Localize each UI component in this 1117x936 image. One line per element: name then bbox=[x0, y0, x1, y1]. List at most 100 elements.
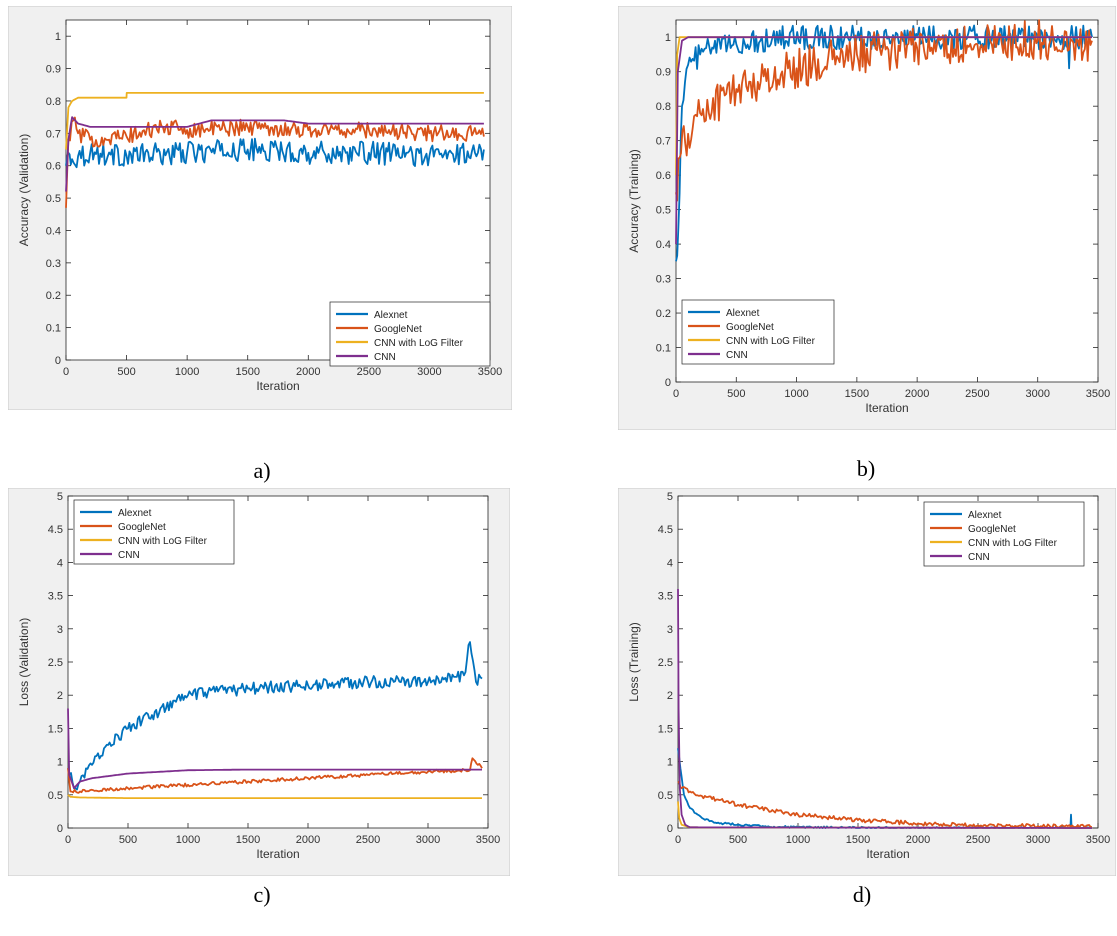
legend-label: Alexnet bbox=[374, 310, 408, 321]
caption-c: c) bbox=[253, 882, 271, 907]
y-tick-label: 0.7 bbox=[46, 128, 61, 140]
legend-label: CNN with LoG Filter bbox=[118, 536, 208, 547]
x-tick-label: 2000 bbox=[296, 834, 320, 846]
y-tick-label: 1.5 bbox=[48, 723, 63, 735]
y-tick-label: 1.5 bbox=[658, 723, 673, 735]
y-axis-label: Loss (Validation) bbox=[17, 618, 31, 707]
y-tick-label: 2.5 bbox=[658, 657, 673, 669]
legend-label: CNN with LoG Filter bbox=[726, 336, 816, 347]
y-tick-label: 0.4 bbox=[656, 239, 671, 251]
x-tick-label: 0 bbox=[63, 366, 69, 378]
x-tick-label: 1000 bbox=[176, 834, 200, 846]
x-tick-label: 2000 bbox=[296, 366, 320, 378]
series-line-googlenet bbox=[677, 780, 1093, 829]
x-tick-label: 0 bbox=[675, 834, 681, 846]
x-tick-label: 3500 bbox=[1086, 834, 1110, 846]
y-tick-label: 0.6 bbox=[46, 161, 61, 173]
x-tick-label: 2500 bbox=[356, 834, 380, 846]
panel-c: 0 0.5 1 1.5 2 2.5 3 3.5 4 4.5 5 0 500 1000 1500 2000 250… bbox=[8, 488, 510, 876]
legend-label: CNN bbox=[118, 550, 140, 561]
x-tick-label: 1000 bbox=[175, 366, 199, 378]
y-tick-label: 0.2 bbox=[656, 308, 671, 320]
y-tick-label: 4.5 bbox=[48, 524, 63, 536]
caption-d: d) bbox=[852, 882, 872, 907]
x-tick-label: 3500 bbox=[478, 366, 502, 378]
x-axis-label: Iteration bbox=[256, 847, 299, 861]
y-tick-label: 1 bbox=[57, 757, 63, 769]
y-tick-label: 0.6 bbox=[656, 170, 671, 182]
x-tick-label: 3500 bbox=[476, 834, 500, 846]
y-tick-label: 0.7 bbox=[656, 136, 671, 148]
y-tick-label: 0 bbox=[57, 823, 63, 835]
x-tick-label: 500 bbox=[727, 388, 745, 400]
x-tick-label: 1500 bbox=[845, 388, 869, 400]
y-tick-label: 3.5 bbox=[48, 591, 63, 603]
y-tick-label: 4.5 bbox=[658, 524, 673, 536]
x-tick-label: 2500 bbox=[965, 388, 989, 400]
y-tick-label: 0.5 bbox=[656, 205, 671, 217]
y-tick-label: 0.2 bbox=[46, 290, 61, 302]
series-line-cnn bbox=[67, 708, 482, 790]
y-axis-label: Accuracy (Validation) bbox=[17, 134, 31, 247]
y-tick-label: 3 bbox=[57, 624, 63, 636]
series-line-cnn-with-log-filter bbox=[65, 92, 484, 150]
legend-label: Alexnet bbox=[968, 510, 1002, 521]
x-tick-label: 500 bbox=[119, 834, 137, 846]
x-tick-label: 1500 bbox=[846, 834, 870, 846]
y-tick-label: 0.9 bbox=[656, 67, 671, 79]
legend-label: CNN bbox=[968, 552, 990, 563]
y-tick-label: 0.8 bbox=[46, 96, 61, 108]
y-tick-label: 0.4 bbox=[46, 225, 61, 237]
y-tick-label: 2 bbox=[667, 690, 673, 702]
y-tick-label: 0.5 bbox=[658, 790, 673, 802]
y-tick-label: 0 bbox=[55, 355, 61, 367]
y-tick-label: 0.3 bbox=[46, 258, 61, 270]
y-tick-label: 3.5 bbox=[658, 591, 673, 603]
legend-label: Alexnet bbox=[118, 508, 152, 519]
x-tick-label: 1000 bbox=[786, 834, 810, 846]
x-axis-label: Iteration bbox=[865, 401, 908, 415]
series-line-cnn-with-log-filter bbox=[67, 794, 482, 799]
x-tick-label: 3000 bbox=[416, 834, 440, 846]
chart-c: 0 0.5 1 1.5 2 2.5 3 3.5 4 4.5 5 0 500 1000 1500 2000 250… bbox=[8, 488, 510, 876]
chart-d: 0 0.5 1 1.5 2 2.5 3 3.5 4 4.5 5 0 500 1000 1500 2000 250… bbox=[618, 488, 1116, 876]
y-tick-label: 0 bbox=[665, 377, 671, 389]
y-tick-label: 0.8 bbox=[656, 101, 671, 113]
caption-a: a) bbox=[253, 458, 271, 483]
y-tick-label: 0.1 bbox=[46, 323, 61, 335]
y-tick-label: 0.9 bbox=[46, 64, 61, 76]
y-tick-label: 3 bbox=[667, 624, 673, 636]
series-line-alexnet bbox=[675, 24, 1093, 262]
x-tick-label: 2500 bbox=[966, 834, 990, 846]
legend-label: CNN bbox=[726, 350, 748, 361]
series-line-googlenet bbox=[65, 116, 485, 208]
x-tick-label: 2500 bbox=[357, 366, 381, 378]
x-axis-label: Iteration bbox=[256, 379, 299, 393]
y-tick-label: 1 bbox=[55, 31, 61, 43]
y-tick-label: 5 bbox=[57, 491, 63, 503]
y-axis-label: Accuracy (Training) bbox=[627, 149, 641, 253]
legend-label: CNN with LoG Filter bbox=[968, 538, 1058, 549]
y-tick-label: 1 bbox=[665, 32, 671, 44]
y-tick-label: 0 bbox=[667, 823, 673, 835]
x-tick-label: 1000 bbox=[784, 388, 808, 400]
series-line-alexnet bbox=[65, 137, 485, 169]
x-tick-label: 500 bbox=[117, 366, 135, 378]
panel-a: 0 0.1 0.2 0.3 0.4 0.5 0.6 0.7 0.8 0.9 1 0 500 1000 150… bbox=[8, 6, 512, 410]
legend-label: GoogleNet bbox=[374, 324, 422, 335]
series-line-cnn bbox=[675, 36, 1092, 245]
x-tick-label: 3000 bbox=[417, 366, 441, 378]
y-tick-label: 0.5 bbox=[46, 193, 61, 205]
y-tick-label: 4 bbox=[667, 557, 673, 569]
y-tick-label: 2 bbox=[57, 690, 63, 702]
y-tick-label: 0.1 bbox=[656, 343, 671, 355]
series-line-cnn bbox=[65, 116, 484, 192]
legend-label: GoogleNet bbox=[726, 322, 774, 333]
x-tick-label: 1500 bbox=[236, 834, 260, 846]
x-tick-label: 0 bbox=[65, 834, 71, 846]
y-tick-label: 0.3 bbox=[656, 274, 671, 286]
legend-label: GoogleNet bbox=[118, 522, 166, 533]
legend-label: CNN bbox=[374, 352, 396, 363]
x-tick-label: 0 bbox=[673, 388, 679, 400]
x-tick-label: 2000 bbox=[905, 388, 929, 400]
